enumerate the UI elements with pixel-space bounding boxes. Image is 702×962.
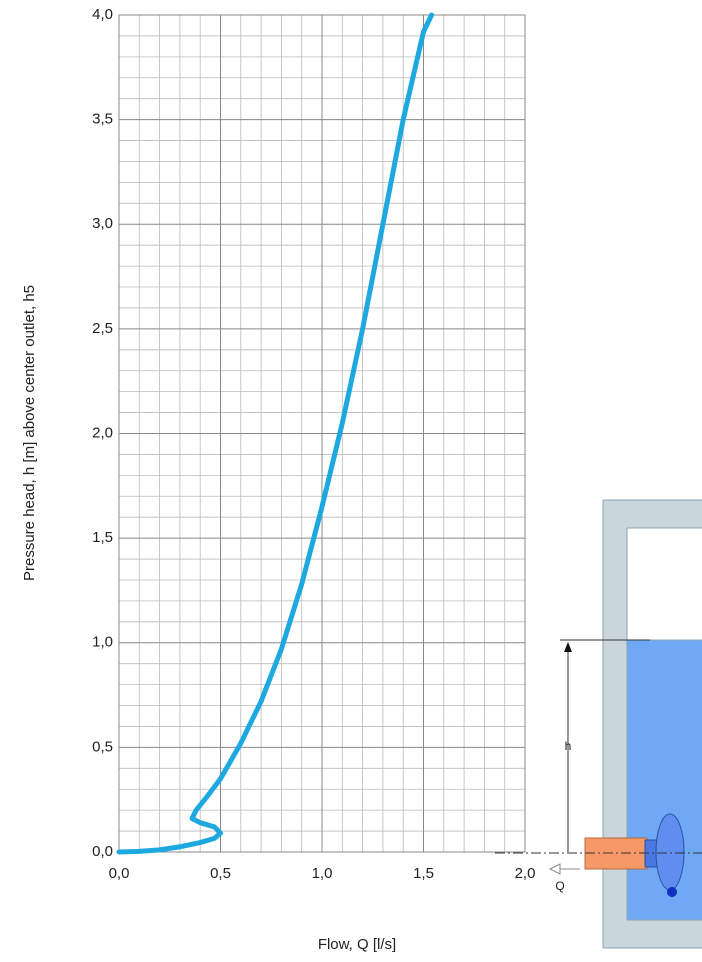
x-tick-label: 0,5 [210,865,231,882]
y-tick-label: 2,5 [92,320,113,337]
x-axis-title: Flow, Q [l/s] [318,936,396,953]
y-axis-title: Pressure head, h [m] above center outlet… [21,285,38,581]
x-tick-label: 1,0 [312,865,333,882]
arrow-head [564,642,572,652]
valve [655,813,685,891]
valve-knob [667,887,677,897]
y-tick-label: 0,0 [92,843,113,860]
curve [116,12,435,855]
grid [118,14,526,853]
y-tick-label: 3,0 [92,215,113,232]
height-label: h [565,739,572,753]
y-tick-label: 3,5 [92,111,113,128]
outlet-diagram: h Q [495,499,702,949]
flow-label: Q [555,879,564,893]
x-tick-label: 1,5 [413,865,434,882]
y-tick-label: 1,0 [92,634,113,651]
flow-arrow-head [548,863,561,875]
y-tick-label: 1,5 [92,529,113,546]
x-tick-label: 2,0 [515,865,536,882]
y-tick-label: 4,0 [92,6,113,23]
y-tick-label: 0,5 [92,738,113,755]
y-tick-label: 2,0 [92,424,113,441]
x-tick-label: 0,0 [109,865,130,882]
